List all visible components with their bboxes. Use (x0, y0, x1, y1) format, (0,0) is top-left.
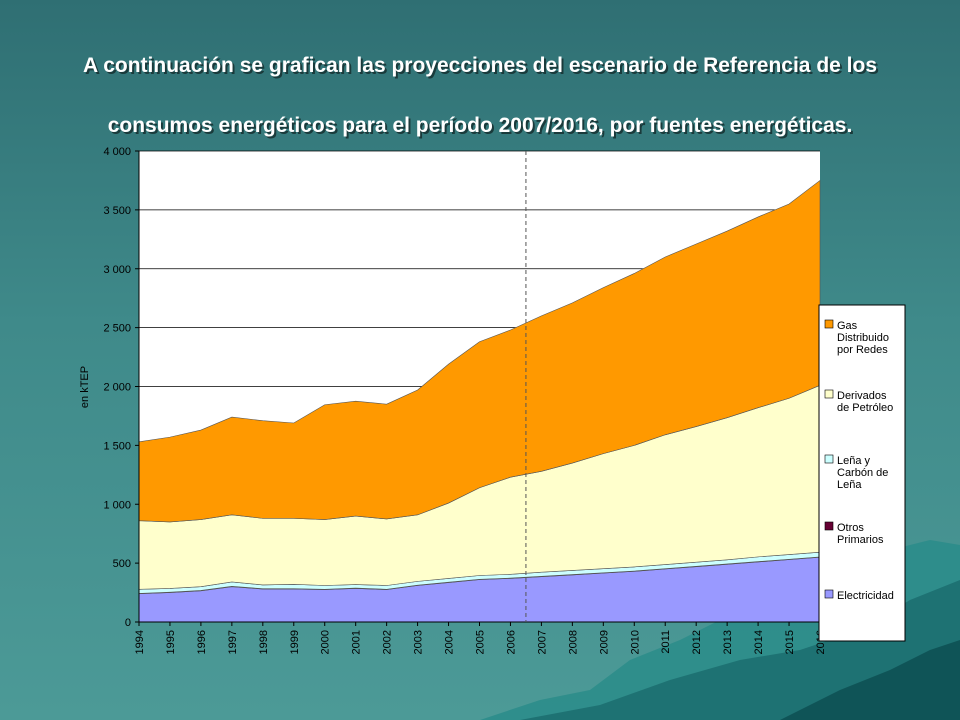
x-tick-label: 1995 (165, 630, 177, 654)
x-tick-label: 2006 (505, 630, 517, 654)
y-tick-label: 2 000 (103, 382, 131, 394)
x-tick-label: 2013 (722, 630, 734, 654)
x-tick-label: 2001 (351, 630, 363, 654)
x-tick-label: 2000 (320, 630, 332, 654)
legend-swatch (824, 319, 834, 329)
y-tick-label: 3 500 (103, 205, 131, 217)
legend-swatch (824, 521, 834, 531)
x-tick-label: 2009 (598, 630, 610, 654)
y-tick-label: 1 500 (103, 440, 131, 452)
y-tick-label: 0 (125, 617, 131, 629)
slide-title-line-2: consumos energéticos para el período 200… (107, 114, 853, 137)
y-tick-label: 2 500 (103, 323, 131, 335)
x-tick-label: 2004 (444, 630, 456, 654)
legend-label: Otros Primarios (837, 522, 884, 546)
x-tick-label: 2015 (784, 630, 796, 654)
x-tick-label: 1994 (134, 630, 146, 654)
x-tick-label: 2008 (567, 630, 579, 654)
x-tick-label: 2012 (691, 630, 703, 654)
x-tick-label: 1999 (289, 630, 301, 654)
x-tick-label: 2011 (660, 630, 672, 654)
x-tick-label: 1997 (227, 630, 239, 654)
x-tick-label: 2010 (629, 630, 641, 654)
legend-label: Gas Distribuido por Redes (837, 320, 889, 356)
legend-box (818, 304, 906, 642)
y-tick-label: 4 000 (103, 146, 131, 158)
x-tick-label: 1996 (196, 630, 208, 654)
x-tick-label: 2002 (382, 630, 394, 654)
legend-swatch (824, 454, 834, 464)
x-tick-label: 2007 (536, 630, 548, 654)
axes (135, 150, 821, 626)
y-tick-label: 3 000 (103, 264, 131, 276)
legend-swatch (824, 389, 834, 399)
legend-label: Electricidad (837, 590, 894, 602)
x-tick-label: 2014 (753, 630, 765, 654)
legend-label: Derivados de Petróleo (837, 390, 893, 414)
slide-title: A continuación se grafican las proyeccio… (20, 36, 940, 156)
x-tick-label: 2005 (475, 630, 487, 654)
slide-title-line-1: A continuación se grafican las proyeccio… (82, 54, 877, 77)
y-tick-label: 1 000 (103, 499, 131, 511)
x-tick-label: 2003 (413, 630, 425, 654)
x-tick-label: 1998 (258, 630, 270, 654)
y-tick-labels: 0 500 1 000 1 500 2 000 2 500 3 000 3 500 4 000 (103, 146, 131, 629)
legend-swatch (824, 589, 834, 599)
legend-label: Leña y Carbón de Leña (837, 455, 888, 491)
legend: Gas Distribuido por Redes Derivados de Petró… (818, 304, 906, 642)
x-tick-labels: 1994 1995 1996 1997 1998 1999 2000 2001 2002 2003… (134, 630, 827, 654)
y-tick-label: 500 (113, 558, 131, 570)
y-axis-label: en kTEP (79, 366, 91, 408)
